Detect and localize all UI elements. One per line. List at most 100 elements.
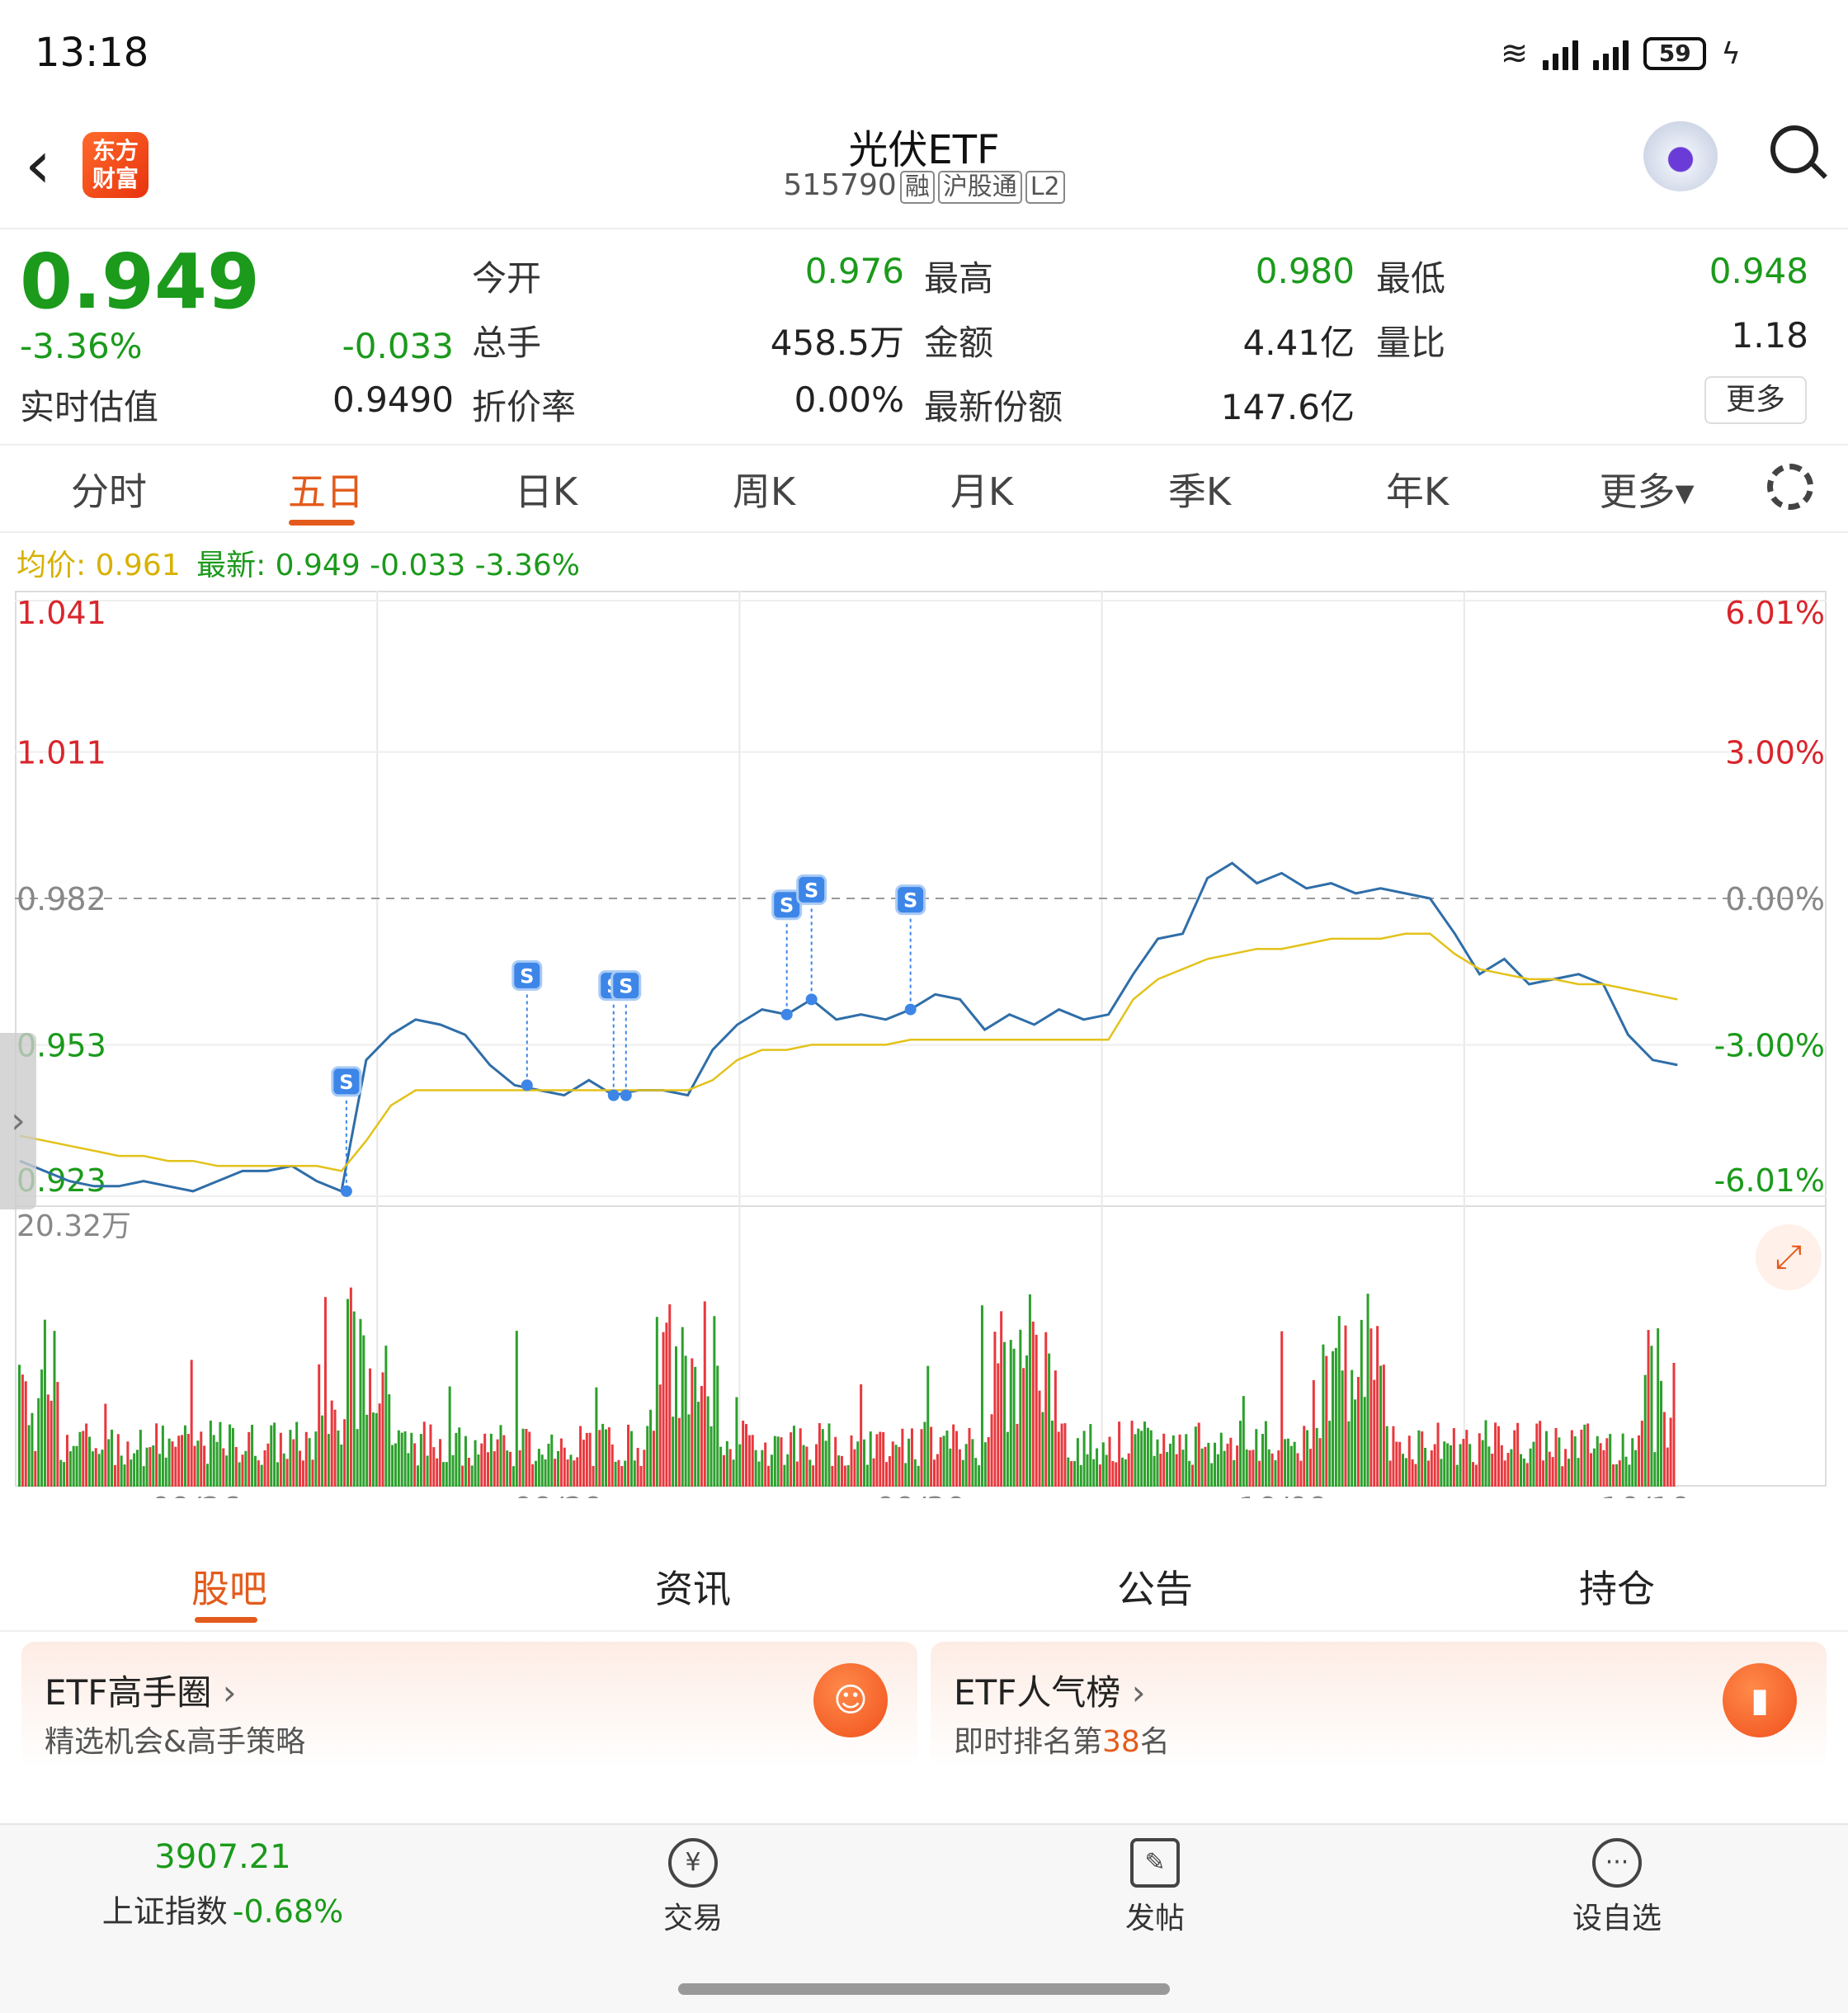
signal-icon (1543, 37, 1579, 70)
app-logo[interactable]: 东方 财富 (82, 132, 148, 198)
volume-bar (1098, 1464, 1101, 1487)
volume-bar (1067, 1457, 1070, 1487)
volume-bar (229, 1424, 232, 1487)
trade-button[interactable]: ¥ 交易 (594, 1838, 792, 1937)
volume-bar (1351, 1370, 1354, 1487)
volume-bar (1334, 1347, 1337, 1487)
tab-guba[interactable]: 股吧 (191, 1567, 267, 1611)
volume-bar (1210, 1463, 1214, 1487)
volume-bar (936, 1454, 939, 1487)
tab-news[interactable]: 资讯 (655, 1567, 731, 1611)
volume-bar (681, 1327, 684, 1487)
volume-bar (812, 1465, 815, 1487)
volume-bar (1388, 1460, 1392, 1487)
volume-bar (894, 1445, 898, 1487)
section-tab-underline (195, 1617, 257, 1623)
volume-bar (805, 1446, 808, 1487)
volume-bar (231, 1427, 234, 1487)
volume-bar (1146, 1427, 1149, 1487)
gear-icon[interactable] (1767, 464, 1813, 510)
tab-monthly-k[interactable]: 月K (950, 469, 1014, 514)
volume-bar (540, 1454, 544, 1487)
price-chart[interactable]: 1.041 6.01% 1.011 3.00% 0.982 0.00% 0.953 -3.00… (15, 591, 1827, 1498)
volume-bar (333, 1409, 337, 1487)
index-ticker[interactable]: 上证指数 -0.68% (50, 1886, 396, 1931)
tab-daily-k[interactable]: 日K (514, 469, 578, 514)
volume-bar (432, 1447, 436, 1487)
signal-label: S (903, 889, 917, 912)
volume-bar (834, 1436, 837, 1487)
tab-yearly-k[interactable]: 年K (1385, 469, 1450, 514)
signal-badge (771, 889, 803, 921)
volume-bar (1650, 1346, 1653, 1487)
volume-bar (123, 1464, 126, 1487)
volume-bar (1118, 1421, 1121, 1487)
tab-intraday[interactable]: 分时 (71, 469, 147, 514)
chart-expand-icon[interactable]: ⤢ (1756, 1224, 1822, 1290)
tab-more[interactable]: 更多▾ (1599, 469, 1695, 514)
post-button[interactable]: ✎ 发帖 (1056, 1838, 1254, 1937)
volume-bar (91, 1451, 94, 1487)
volume-bar (1634, 1450, 1638, 1487)
volume-bar (1337, 1316, 1341, 1487)
volume-bar (304, 1431, 308, 1487)
tab-quarterly-k[interactable]: 季K (1167, 469, 1232, 514)
volume-bar (403, 1431, 407, 1487)
volume-bar (534, 1460, 537, 1487)
volume-bar (1248, 1450, 1252, 1487)
volume-bar (1577, 1458, 1580, 1487)
more-quote-button[interactable]: 更多 (1704, 376, 1807, 424)
home-indicator (678, 1983, 1170, 1995)
volume-bar (754, 1450, 757, 1487)
volume-bar (677, 1417, 681, 1487)
add-watchlist-button[interactable]: ··· 设自选 (1518, 1838, 1716, 1937)
volume-bar (1424, 1447, 1427, 1487)
chevron-right-icon: › (222, 1672, 237, 1713)
volume-bar (1229, 1437, 1233, 1487)
volume-bar (1048, 1353, 1051, 1487)
volume-bar (1657, 1328, 1660, 1487)
tab-announcements[interactable]: 公告 (1117, 1567, 1193, 1611)
volume-bar (770, 1454, 773, 1487)
volume-bar (646, 1426, 649, 1487)
volume-bar (436, 1458, 439, 1487)
volume-bar (649, 1409, 653, 1487)
volume-bar (1245, 1449, 1248, 1487)
price-line (19, 861, 1678, 1193)
volume-bar (352, 1311, 356, 1487)
chart-side-toggle[interactable]: › (0, 1033, 36, 1209)
volume-bar (808, 1459, 812, 1487)
volume-bar (349, 1287, 352, 1487)
volume-bar (761, 1450, 764, 1487)
rank-prefix: 即时排名第 (954, 1725, 1103, 1759)
card-subtitle: 精选机会&高手策略 (45, 1725, 306, 1759)
back-icon[interactable]: ‹ (25, 126, 51, 203)
volume-bar (745, 1424, 748, 1487)
volume-bar (1573, 1436, 1577, 1487)
volume-bar (101, 1450, 104, 1487)
tab-weekly-k[interactable]: 周K (732, 469, 796, 514)
etf-ranking-card[interactable]: ETF人气榜 › 即时排名第38名 ▮ (931, 1642, 1827, 1782)
volume-bar (554, 1459, 557, 1487)
etf-expert-card[interactable]: ETF高手圈 › 精选机会&高手策略 ☺ (21, 1642, 917, 1782)
volume-bar (978, 1465, 981, 1487)
search-icon[interactable] (1770, 125, 1818, 173)
volume-bar (451, 1454, 455, 1487)
volume-bar (260, 1464, 263, 1487)
robot-assistant-icon[interactable] (1643, 120, 1718, 191)
volume-bar (234, 1446, 238, 1487)
wifi-icon: ≋ (1500, 35, 1529, 73)
volume-bar (1468, 1444, 1472, 1487)
volume-bar (773, 1436, 776, 1487)
volume-bar (672, 1417, 675, 1487)
volume-bar (853, 1449, 856, 1487)
volume-bar (1325, 1355, 1328, 1487)
latest-price-legend: 最新: 0.949 -0.033 -3.36% (196, 549, 581, 582)
volume-bar (238, 1462, 241, 1487)
volume-bar (537, 1449, 540, 1487)
volume-bar (1280, 1331, 1284, 1487)
index-value[interactable]: 3907.21 (154, 1838, 291, 1876)
tab-holdings[interactable]: 持仓 (1579, 1567, 1655, 1611)
tab-five-day[interactable]: 五日 (288, 469, 364, 514)
volume-bar (1286, 1438, 1289, 1487)
